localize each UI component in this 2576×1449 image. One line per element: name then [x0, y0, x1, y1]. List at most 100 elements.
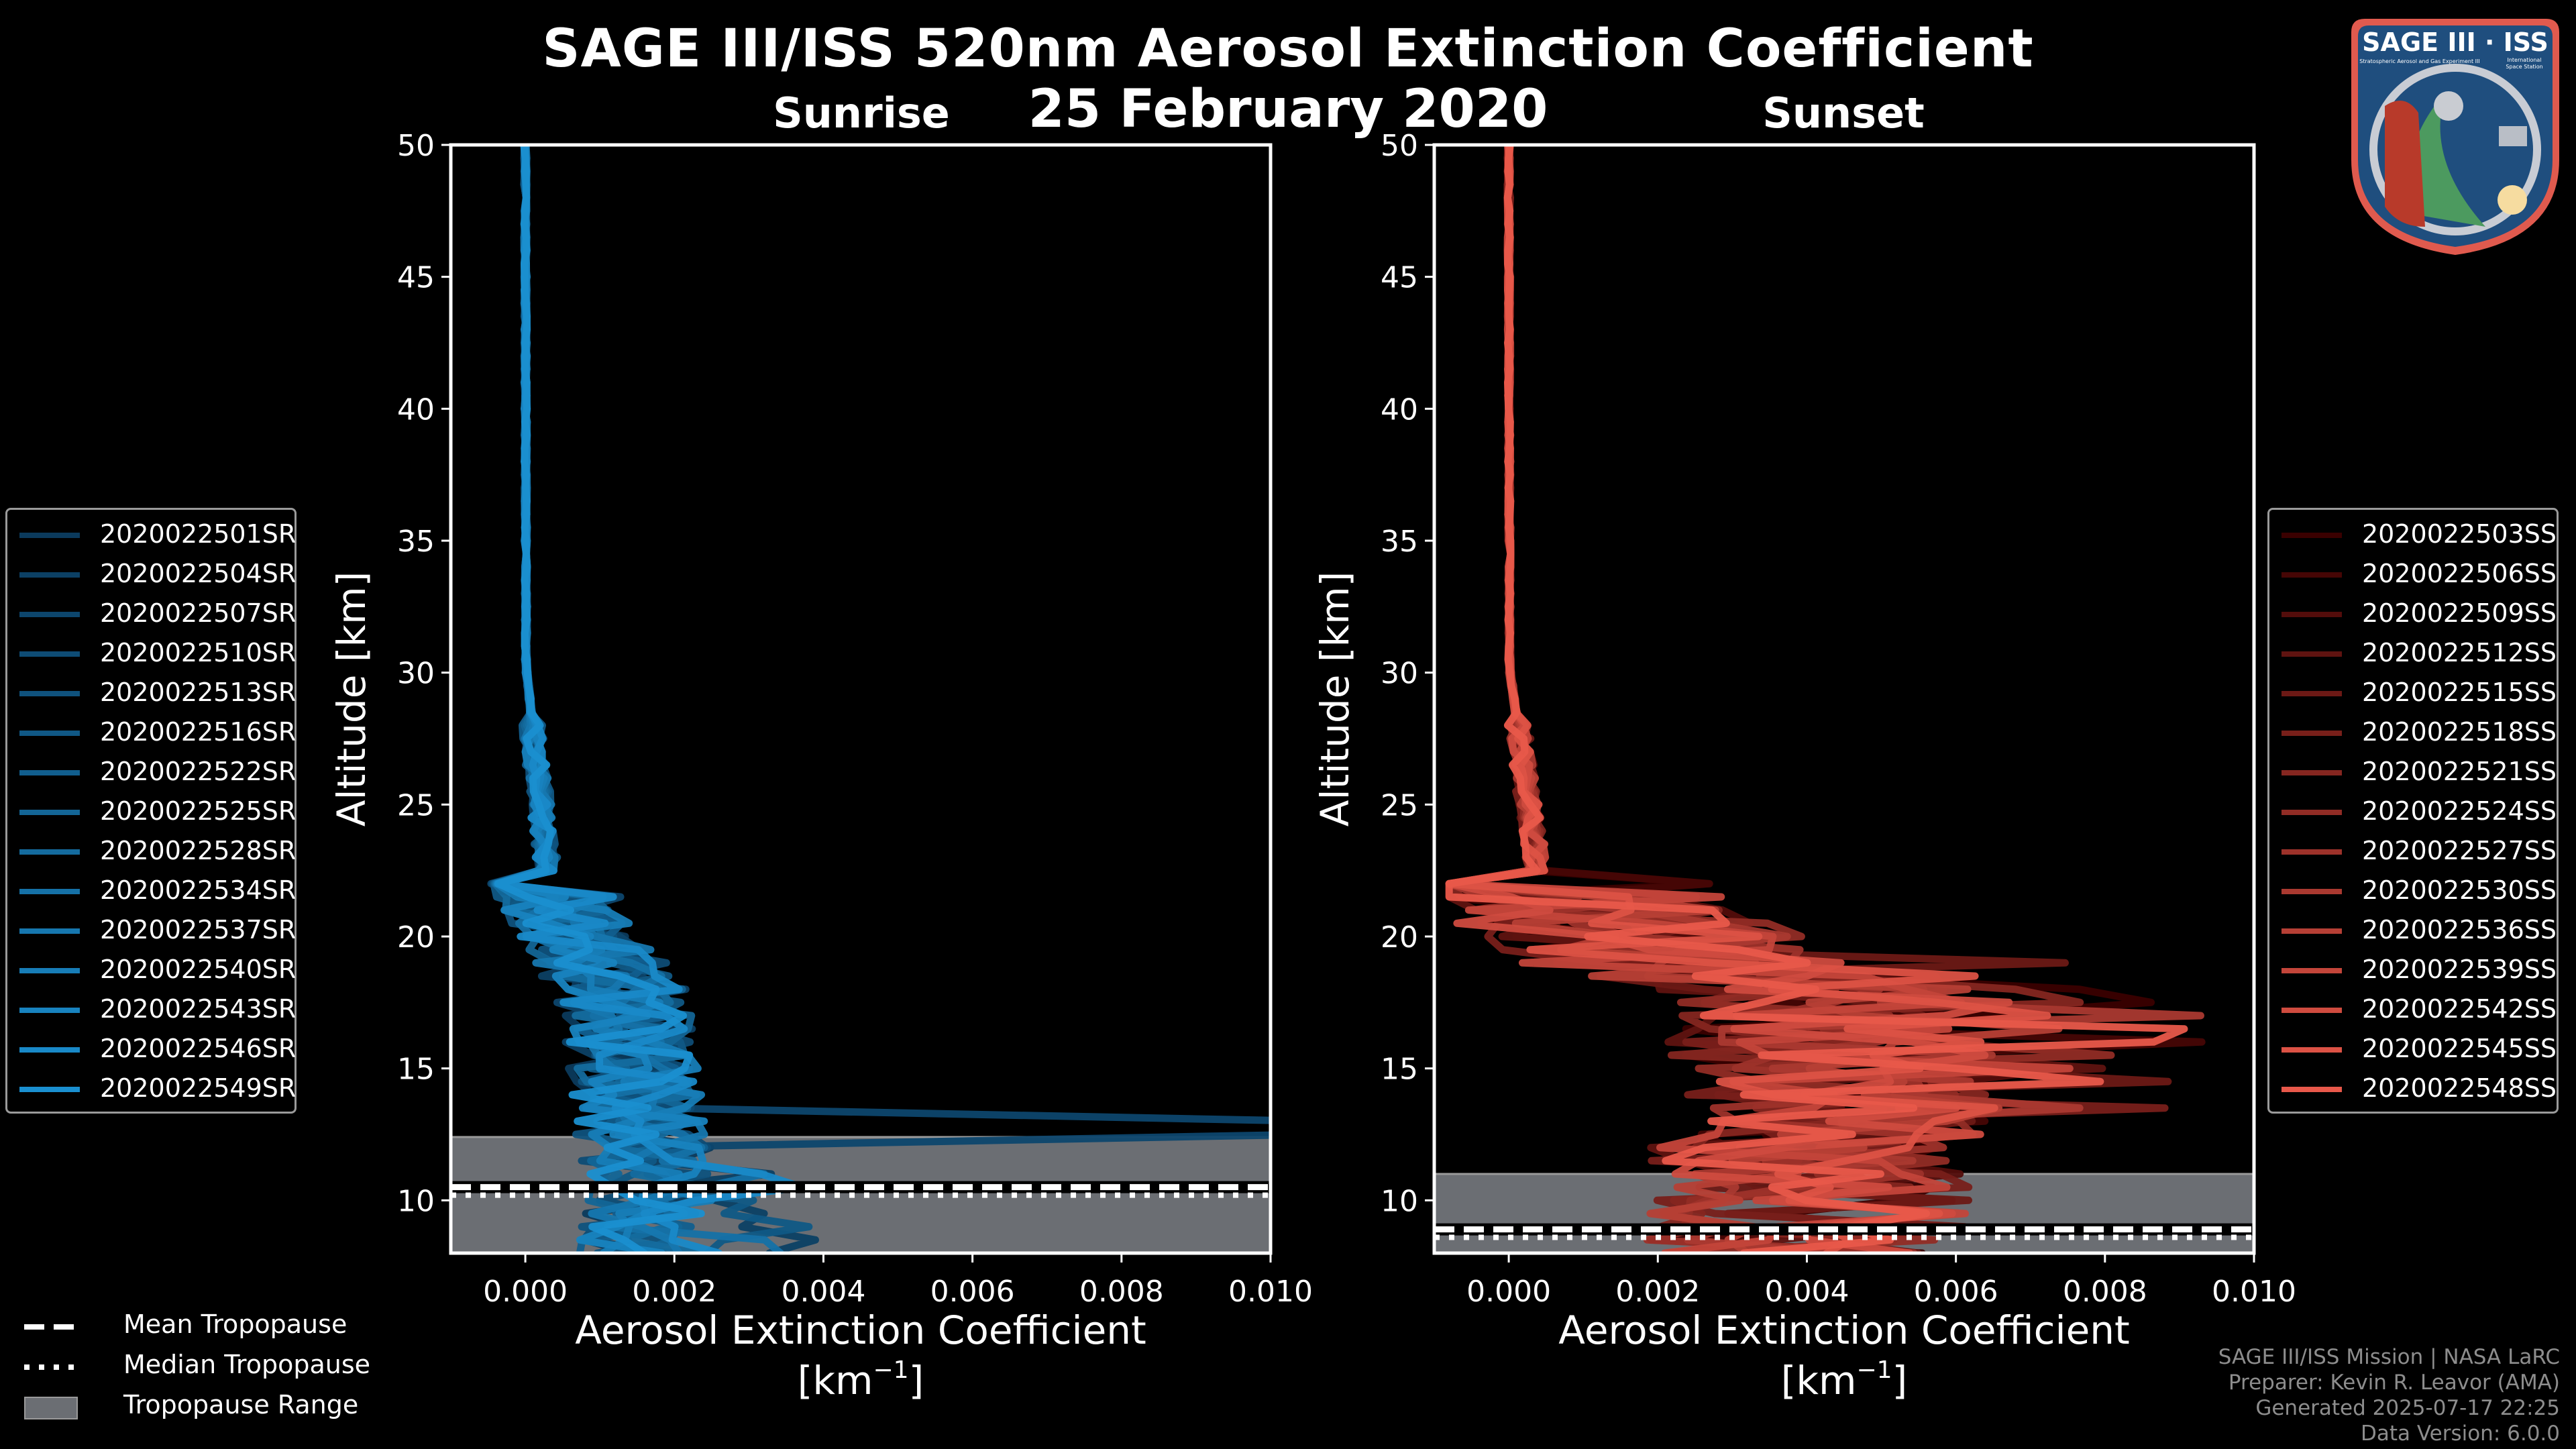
y-tick-label: 10: [1381, 1184, 1418, 1218]
legend-label: 2020022507SR: [100, 598, 297, 628]
legend-item: 2020022539SS: [2269, 951, 2557, 990]
legend-label: 2020022504SR: [100, 559, 297, 588]
x-tick-label: 0.000: [1466, 1275, 1551, 1309]
legend-line-swatch-icon: [2282, 1087, 2342, 1092]
legend-label: 2020022525SR: [100, 796, 297, 826]
logo-ring: [2369, 64, 2541, 235]
legend-label: 2020022542SS: [2362, 994, 2557, 1024]
legend-label: 2020022536SS: [2362, 915, 2557, 945]
legend-item: 2020022503SS: [2269, 515, 2557, 555]
legend-label: 2020022540SR: [100, 955, 297, 984]
sunset-legend: 2020022503SS 2020022506SS 2020022509SS 2020…: [2267, 508, 2559, 1114]
legend-item: 2020022546SR: [7, 1030, 297, 1069]
legend-line-swatch-icon: [19, 612, 80, 617]
legend-line-swatch-icon: [19, 731, 80, 736]
legend-line-swatch-icon: [19, 533, 80, 538]
y-tick-label: 50: [397, 129, 435, 163]
iss-icon: [2499, 126, 2527, 146]
legend-item-mean-tropopause: Mean Tropopause: [23, 1308, 492, 1348]
profile-line-2020022549SR: [494, 145, 705, 1253]
y-tick-label: 45: [397, 261, 435, 295]
legend-label: 2020022527SS: [2362, 836, 2557, 865]
legend-line-swatch-icon: [2282, 849, 2342, 855]
legend-label: 2020022518SS: [2362, 717, 2557, 747]
tropopause-legend: Mean Tropopause Median Tropopause Tropop…: [23, 1308, 492, 1436]
x-axis-label: Aerosol Extinction Coefficient: [575, 1307, 1146, 1353]
x-tick-label: 0.010: [2212, 1275, 2296, 1309]
y-tick-label: 15: [1381, 1053, 1418, 1087]
legend-label: 2020022549SR: [100, 1073, 297, 1103]
earth-icon: [2406, 93, 2485, 227]
legend-line-swatch-icon: [2282, 612, 2342, 617]
y-tick-label: 40: [397, 392, 435, 427]
legend-label: 2020022510SR: [100, 638, 297, 667]
y-tick-label: 50: [1381, 129, 1418, 163]
profile-line-2020022548SS: [1445, 145, 2188, 1253]
credits-preparer: Preparer: Kevin R. Leavor (AMA): [2228, 1371, 2560, 1395]
panel-title-sunset: Sunset: [1762, 89, 1925, 138]
legend-line-swatch-icon: [19, 849, 80, 855]
legend-item: 2020022536SS: [2269, 911, 2557, 951]
logo-subtitle-right-2: Space Station: [2506, 64, 2542, 70]
legend-item: 2020022537SR: [7, 911, 297, 951]
legend-line-swatch-icon: [19, 770, 80, 775]
x-tick-label: 0.002: [1615, 1275, 1700, 1309]
legend-line-swatch-icon: [2282, 810, 2342, 815]
y-tick-label: 25: [397, 788, 435, 822]
credits-data-version: Data Version: 6.0.0: [2360, 1421, 2560, 1446]
legend-item: 2020022525SR: [7, 792, 297, 832]
legend-line-swatch-icon: [2282, 1047, 2342, 1053]
panel-sunrise: 0.000 0.002 0.004 0.006 0.008 0.010 10 15 20 25 30…: [329, 129, 1313, 1403]
legend-item: 2020022516SR: [7, 713, 296, 753]
wizard-icon: [2385, 101, 2425, 227]
legend-label: Tropopause Range: [123, 1390, 359, 1419]
x-axis-units: [km−1]: [1781, 1356, 1907, 1403]
legend-line-swatch-icon: [2282, 691, 2342, 696]
panel-sunset: 0.000 0.002 0.004 0.006 0.008 0.010 10 15 20 25 30…: [1312, 129, 2296, 1403]
profile-lines: [1445, 145, 2206, 1253]
legend-label: 2020022515SS: [2362, 678, 2557, 707]
x-tick-label: 0.002: [632, 1275, 716, 1309]
y-tick-label: 40: [1381, 392, 1418, 427]
legend-label: 2020022513SR: [100, 678, 297, 707]
legend-line-swatch-icon: [2282, 572, 2342, 578]
legend-label: 2020022501SR: [100, 519, 297, 549]
legend-label: Median Tropopause: [123, 1350, 370, 1379]
legend-label: 2020022530SS: [2362, 875, 2557, 905]
logo-subtitle-right-1: International: [2507, 57, 2541, 63]
panel-title-sunrise: Sunrise: [773, 89, 950, 138]
legend-line-swatch-icon: [19, 651, 80, 657]
legend-label: 2020022509SS: [2362, 598, 2557, 628]
axes-frame: [449, 143, 1273, 1255]
legend-item: 2020022507SR: [7, 594, 297, 634]
legend-label: 2020022545SS: [2362, 1034, 2557, 1063]
y-axis-label: Altitude [km]: [1312, 572, 1358, 826]
legend-label: 2020022522SR: [100, 757, 297, 786]
legend-item: 2020022528SR: [7, 832, 296, 871]
legend-item: 2020022521SS: [2269, 753, 2557, 792]
legend-label: Mean Tropopause: [123, 1309, 347, 1339]
moon-icon: [2434, 91, 2463, 121]
y-tick-label: 20: [397, 920, 435, 955]
legend-item: 2020022530SS: [2269, 871, 2557, 911]
legend-item: 2020022510SR: [7, 634, 297, 674]
profile-lines: [487, 145, 1271, 1253]
legend-label: 2020022537SR: [100, 915, 297, 945]
chart-date: 25 February 2020: [1028, 79, 1548, 140]
y-tick-label: 35: [1381, 525, 1418, 559]
legend-line-swatch-icon: [2282, 533, 2342, 538]
legend-item: 2020022542SS: [2269, 990, 2557, 1030]
legend-item: 2020022501SR: [7, 515, 297, 555]
credits-block: SAGE III/ISS Mission | NASA LaRC Prepare…: [2218, 1344, 2560, 1446]
legend-line-swatch-icon: [19, 691, 80, 696]
y-tick-label: 30: [397, 657, 435, 691]
legend-item: 2020022543SR: [7, 990, 296, 1030]
legend-item-median-tropopause: Median Tropopause: [23, 1348, 492, 1389]
legend-item: 2020022524SS: [2269, 792, 2557, 832]
legend-label: 2020022546SR: [100, 1034, 297, 1063]
legend-label: 2020022521SS: [2362, 757, 2557, 786]
legend-item: 2020022513SR: [7, 674, 297, 713]
y-tick-label: 45: [1381, 261, 1418, 295]
legend-line-swatch-icon: [19, 1047, 80, 1053]
